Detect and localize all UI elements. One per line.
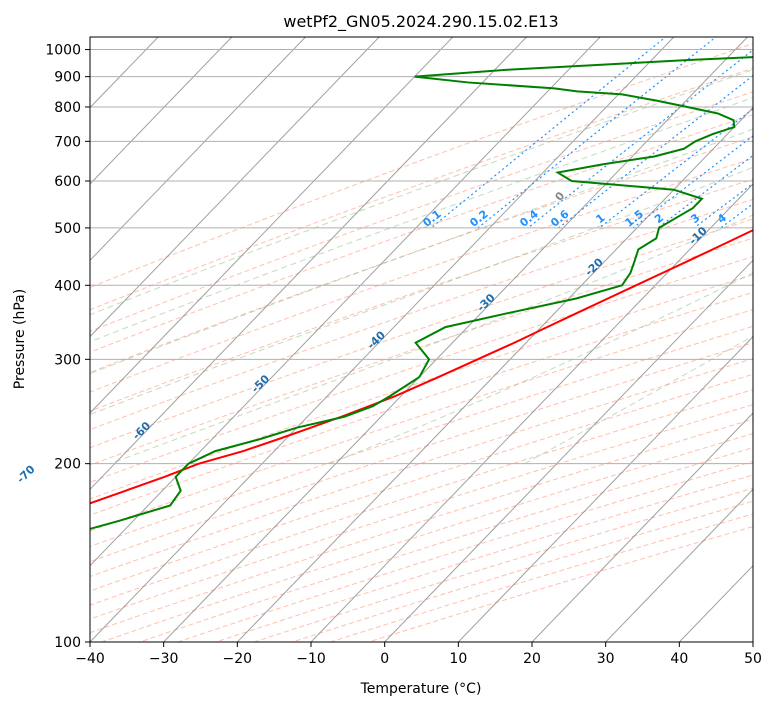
dry-adiabat <box>90 291 753 516</box>
dry-adiabat <box>90 237 753 466</box>
y-tick-label: 800 <box>54 100 81 116</box>
moist-adiabat <box>110 214 753 465</box>
isotherm-line <box>162 37 749 642</box>
isotherm-line <box>457 335 753 642</box>
dry-adiabat <box>90 114 753 353</box>
dry-adiabat <box>90 67 753 311</box>
isotherm-line <box>90 37 380 338</box>
y-tick-label: 700 <box>54 134 81 150</box>
isotherm-line <box>383 259 753 642</box>
dry-adiabat <box>90 389 753 606</box>
y-tick-label: 900 <box>54 70 81 86</box>
dry-adiabat <box>90 256 753 483</box>
y-tick-label: 400 <box>54 278 81 294</box>
moist-adiabat <box>90 166 753 416</box>
isotherm-line <box>90 37 528 491</box>
x-tick-label: −30 <box>149 651 179 667</box>
dry-adiabat <box>90 218 753 449</box>
y-axis: 1000 900 800 700 600 500 400 300 200 100 <box>45 43 90 651</box>
dry-adiabat <box>90 325 753 548</box>
dewpoint-profile-line <box>90 56 753 530</box>
dry-adiabat <box>90 358 753 578</box>
y-tick-label: 500 <box>54 221 81 237</box>
isotherm-line <box>90 37 307 262</box>
plot-frame <box>89 36 754 643</box>
moist-adiabat <box>329 272 753 465</box>
y-tick-label: 600 <box>54 174 81 190</box>
moist-adiabat <box>90 69 753 316</box>
mixing-ratio-line <box>599 108 753 229</box>
x-tick-label: 10 <box>449 651 467 667</box>
dry-adiabat <box>90 308 753 532</box>
moist-adiabat <box>90 128 753 375</box>
y-tick-label: 300 <box>54 352 81 368</box>
x-tick-label: −40 <box>75 651 105 667</box>
y-tick-label: 100 <box>54 635 81 651</box>
isotherm-line <box>310 183 753 642</box>
x-tick-label: 50 <box>744 651 762 667</box>
profile-lines <box>90 56 753 530</box>
x-tick-label: 0 <box>380 651 389 667</box>
x-axis: −40 −30 −20 −10 0 10 20 30 40 50 <box>75 642 762 667</box>
chart-title: wetPf2_GN05.2024.290.15.02.E13 <box>283 12 558 32</box>
isotherm-line <box>90 37 233 185</box>
x-tick-label: 30 <box>597 651 615 667</box>
dry-adiabat <box>90 178 753 412</box>
dry-adiabat <box>90 43 753 288</box>
dry-adiabat <box>90 373 753 592</box>
y-axis-title: Pressure (hPa) <box>12 289 28 389</box>
isotherm-line <box>90 37 454 414</box>
dry-adiabat <box>90 342 753 563</box>
dry-adiabat <box>90 198 753 431</box>
x-tick-label: −10 <box>296 651 326 667</box>
mixing-ratio-line <box>558 74 753 229</box>
isotherm-line <box>531 412 753 642</box>
x-axis-title: Temperature (°C) <box>360 681 482 697</box>
x-tick-label: 20 <box>523 651 541 667</box>
isotherm-line <box>90 37 675 642</box>
x-tick-label: 40 <box>670 651 688 667</box>
isotherm-line <box>604 488 753 642</box>
y-tick-label: 200 <box>54 457 81 473</box>
mixing-ratio-line <box>632 135 753 229</box>
isotherm-line <box>236 106 753 642</box>
y-tick-label: 1000 <box>45 43 81 59</box>
dry-adiabat <box>90 274 753 500</box>
moist-adiabat <box>90 96 753 343</box>
isotherm-line <box>90 37 601 567</box>
temperature-profile-line <box>90 229 753 505</box>
x-tick-label: −20 <box>223 651 253 667</box>
background-lines <box>90 37 753 642</box>
